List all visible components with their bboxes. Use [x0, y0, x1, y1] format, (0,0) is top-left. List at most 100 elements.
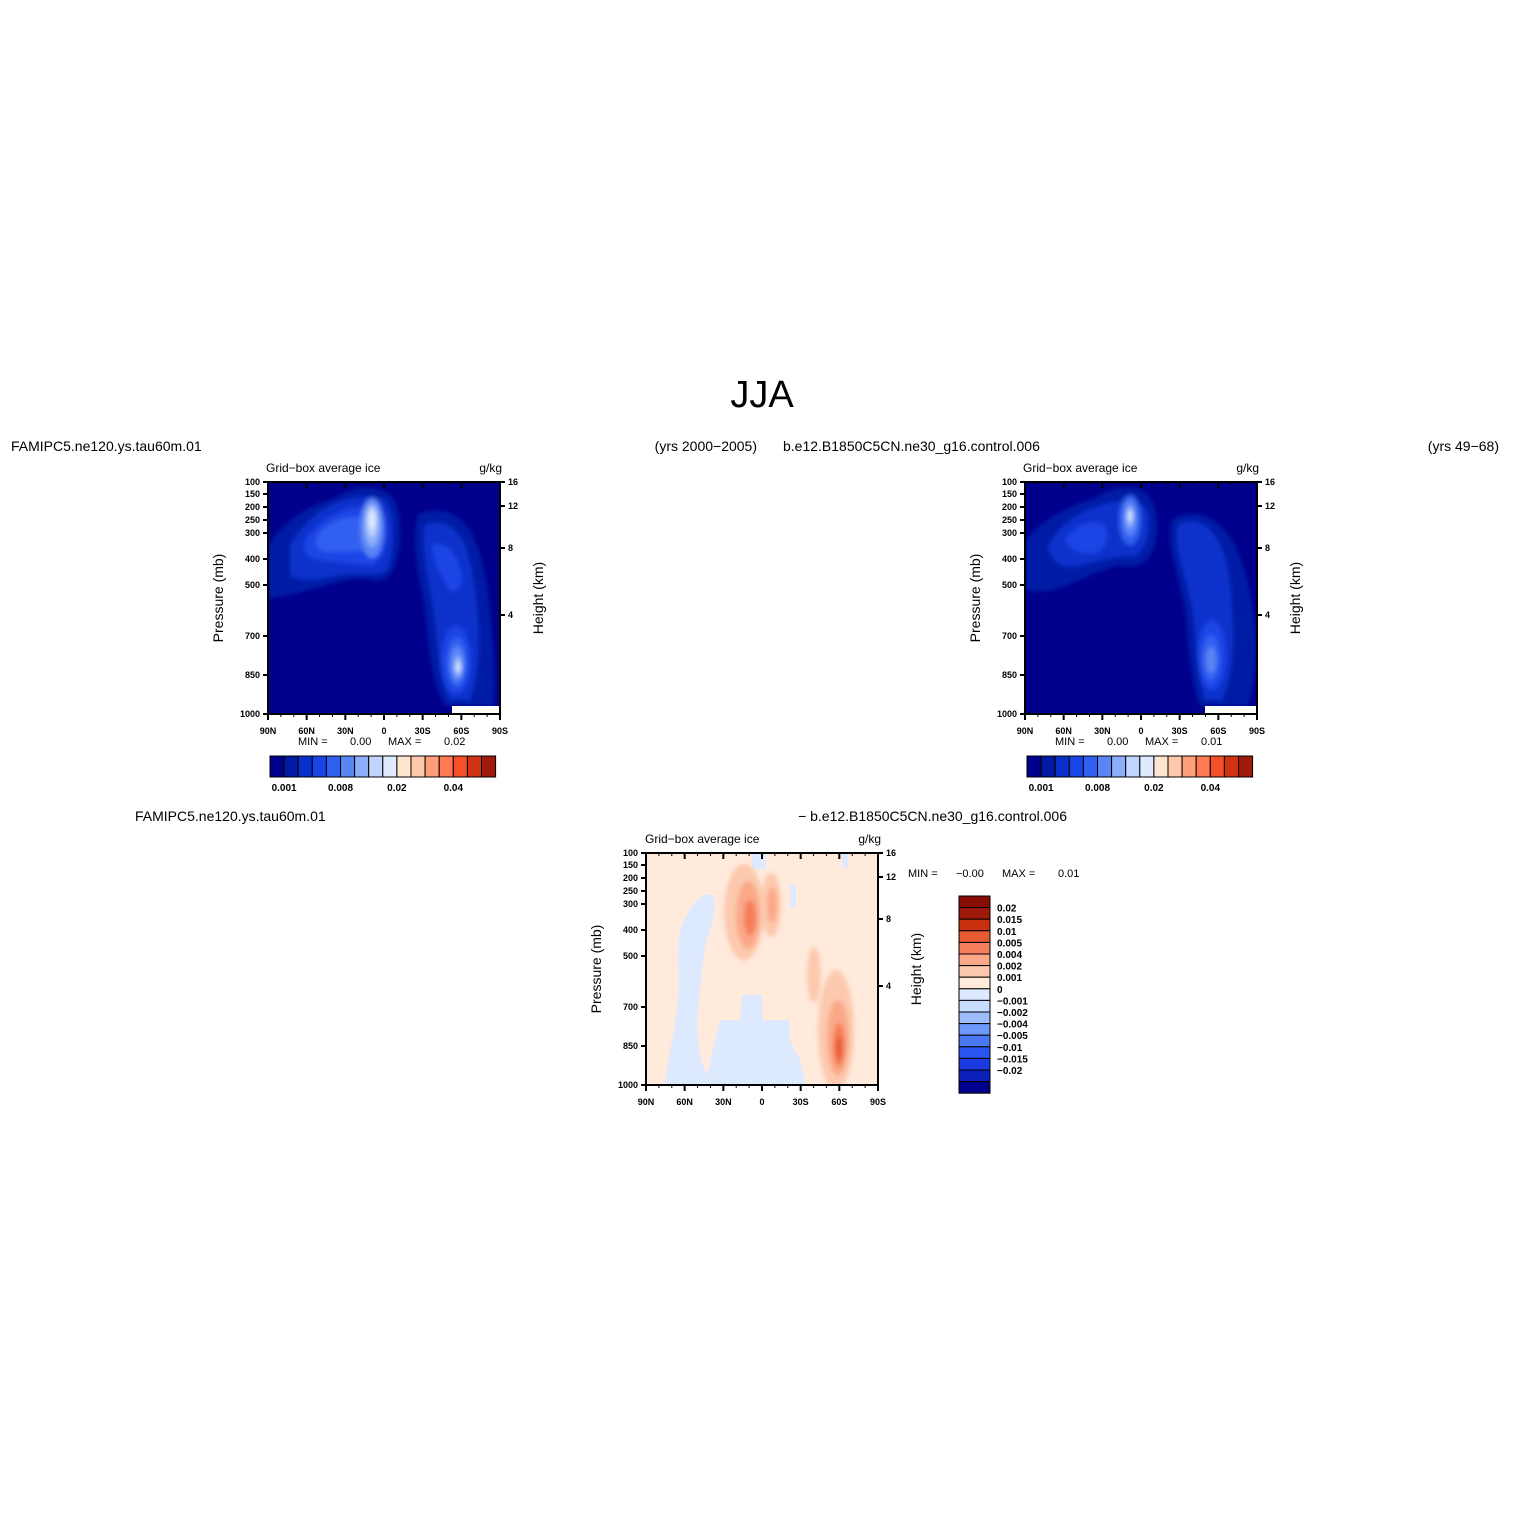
- diff-colorbar-swatch: [958, 1057, 991, 1071]
- colorbar-swatch: [1026, 755, 1042, 778]
- panel2-south-core-c: [1206, 646, 1216, 674]
- pressure-tick-label: 200: [245, 502, 260, 512]
- diff-colorbar-swatch: [958, 1069, 991, 1083]
- colorbar-swatch: [424, 755, 440, 778]
- panel-3: FAMIPC5.ne120.ys.tau60m.01 − b.e12.B1850…: [135, 808, 1079, 1107]
- colorbar-label: 0.04: [1201, 783, 1221, 794]
- panel3-negative-patch-top2: [842, 853, 848, 867]
- colorbar-swatch: [1097, 755, 1113, 778]
- panel3-colorbar: 0.020.0150.010.0050.0040.0020.0010−0.001…: [958, 895, 1028, 1094]
- height-tick-label: 4: [508, 610, 513, 620]
- panel1-band-south-3: [432, 544, 462, 592]
- colorbar-swatch: [1238, 755, 1254, 778]
- height-tick-label: 4: [1265, 610, 1270, 620]
- panel1-years: (yrs 2000−2005): [655, 438, 757, 454]
- colorbar-swatch: [297, 755, 313, 778]
- panel1-axes: 100 150 200 250 300 400 500 700 850 1000 16 12 8 4 90N…: [210, 477, 546, 736]
- panel2-min-value: 0.00: [1107, 736, 1128, 748]
- height-tick-label: 8: [1265, 543, 1270, 553]
- lat-tick-label: 60S: [453, 726, 469, 736]
- pressure-tick-label: 850: [1002, 670, 1017, 680]
- colorbar-swatch: [438, 755, 454, 778]
- panel-2: b.e12.B1850C5CN.ne30_g16.control.006 (yr…: [783, 438, 1499, 794]
- diff-colorbar-swatch: [958, 1011, 991, 1025]
- panel2-max-label: MAX =: [1145, 736, 1178, 748]
- panel1-case-name: FAMIPC5.ne120.ys.tau60m.01: [11, 438, 202, 454]
- pressure-tick-label: 500: [1002, 580, 1017, 590]
- colorbar-swatch: [1209, 755, 1225, 778]
- diff-colorbar-swatch: [958, 895, 991, 909]
- panel1-colorbar: 0.001 0.008 0.02 0.04: [269, 755, 497, 794]
- diff-colorbar-swatch: [958, 907, 991, 920]
- colorbar-swatch: [1181, 755, 1197, 778]
- lat-tick-label: 30S: [415, 726, 431, 736]
- pressure-tick-label: 200: [1002, 502, 1017, 512]
- colorbar-swatch: [311, 755, 327, 778]
- diff-colorbar-swatch: [958, 953, 991, 967]
- panel1-units: g/kg: [479, 461, 502, 475]
- panel3-negative-region-tropics: [705, 995, 806, 1085]
- diff-colorbar-label: 0.001: [997, 973, 1022, 984]
- panel1-max-label: MAX =: [388, 736, 421, 748]
- colorbar-swatch: [1125, 755, 1141, 778]
- lat-tick-label: 60N: [1055, 726, 1072, 736]
- lat-tick-label: 30N: [1094, 726, 1111, 736]
- panel3-positive-upper-3: [744, 900, 756, 936]
- lat-tick-label: 60N: [298, 726, 315, 736]
- colorbar-label: 0.008: [1085, 783, 1110, 794]
- colorbar-swatch: [1195, 755, 1211, 778]
- panel3-positive-upper-5: [767, 887, 777, 923]
- colorbar-swatch: [1082, 755, 1099, 778]
- diff-colorbar-label: −0.01: [997, 1043, 1023, 1054]
- lat-tick-label: 60S: [1210, 726, 1226, 736]
- diff-colorbar-label: 0.004: [997, 950, 1022, 961]
- diff-colorbar-swatch: [958, 918, 991, 932]
- colorbar-swatch: [410, 755, 426, 778]
- height-axis-label: Height (km): [1287, 562, 1303, 634]
- pressure-tick-label: 100: [245, 477, 260, 487]
- colorbar-swatch: [1167, 755, 1183, 778]
- colorbar-swatch: [340, 755, 356, 778]
- height-axis-label: Height (km): [530, 562, 546, 634]
- panel1-min-value: 0.00: [350, 736, 371, 748]
- panel3-axes: 100 150 200 250 300 400 500 700 850 1000 16 12 8 4 90N…: [588, 848, 924, 1107]
- panel3-negative-patch-mid: [790, 885, 796, 907]
- height-tick-label: 8: [886, 914, 891, 924]
- height-tick-label: 12: [886, 872, 896, 882]
- panel3-variable: Grid−box average ice: [645, 832, 760, 846]
- panel1-min-label: MIN =: [298, 736, 328, 748]
- colorbar-swatch: [1139, 755, 1155, 778]
- panel2-core-d: [1128, 510, 1132, 522]
- pressure-tick-label: 500: [245, 580, 260, 590]
- lat-tick-label: 0: [1138, 726, 1143, 736]
- height-tick-label: 16: [508, 477, 518, 487]
- lat-tick-label: 60N: [676, 1097, 693, 1107]
- colorbar-label: 0.008: [328, 783, 353, 794]
- colorbar-swatch: [481, 755, 497, 778]
- colorbar-swatch: [1111, 755, 1127, 778]
- panel2-units: g/kg: [1236, 461, 1259, 475]
- pressure-tick-label: 200: [623, 873, 638, 883]
- pressure-tick-label: 400: [245, 554, 260, 564]
- colorbar-swatch: [269, 755, 285, 778]
- height-axis-label: Height (km): [908, 933, 924, 1005]
- lat-tick-label: 90S: [870, 1097, 886, 1107]
- colorbar-label: 0.001: [1029, 783, 1054, 794]
- colorbar-swatch: [1068, 755, 1084, 778]
- panel2-max-value: 0.01: [1201, 736, 1222, 748]
- panel1-variable: Grid−box average ice: [266, 461, 381, 475]
- diff-colorbar-swatch: [958, 1046, 991, 1059]
- pressure-tick-label: 250: [245, 515, 260, 525]
- pressure-axis-label: Pressure (mb): [967, 554, 983, 643]
- colorbar-swatch: [466, 755, 482, 778]
- lat-tick-label: 30N: [337, 726, 354, 736]
- panel3-case-name-left: FAMIPC5.ne120.ys.tau60m.01: [135, 808, 326, 824]
- height-tick-label: 12: [1265, 501, 1275, 511]
- pressure-tick-label: 250: [623, 886, 638, 896]
- colorbar-swatch: [368, 755, 384, 778]
- panel1-core-d: [369, 511, 375, 529]
- pressure-tick-label: 1000: [618, 1080, 638, 1090]
- diff-colorbar-label: 0.002: [997, 962, 1022, 973]
- lat-tick-label: 90S: [492, 726, 508, 736]
- colorbar-label: 0.04: [444, 783, 464, 794]
